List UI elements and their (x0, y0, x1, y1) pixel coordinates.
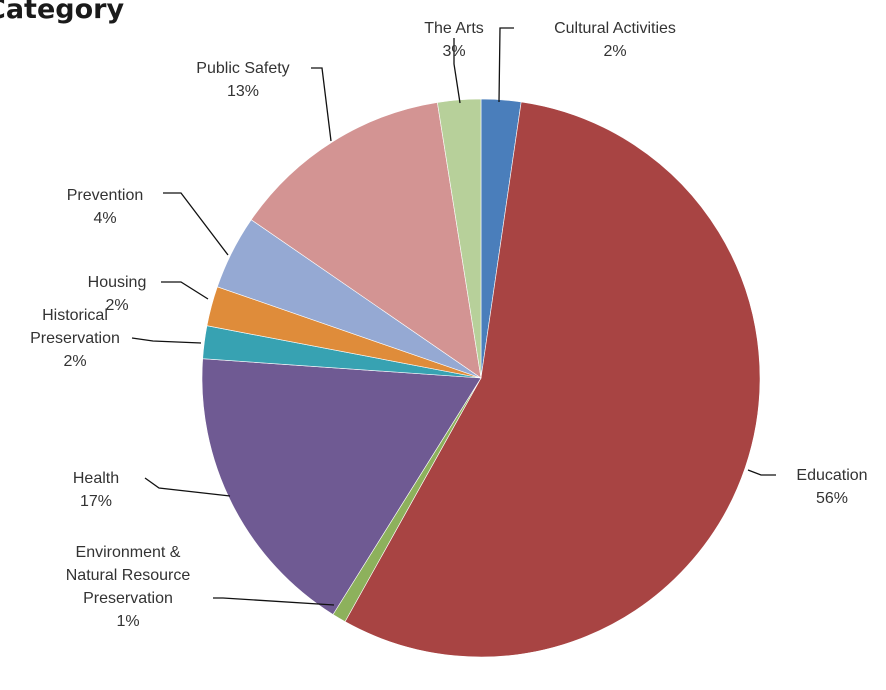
slice-category-label: The Arts (424, 20, 484, 37)
leader-lines (131, 27, 776, 606)
leader-line (747, 469, 776, 476)
slice-category-label: Preservation (83, 590, 173, 607)
slice-percent-label: 13% (227, 83, 259, 100)
slice-percent-label: 1% (116, 613, 139, 630)
slice-percent-label: 2% (63, 353, 86, 370)
leader-line (213, 597, 335, 606)
slice-percent-label: 2% (105, 297, 128, 314)
slice-category-label: Prevention (67, 187, 144, 204)
slice-percent-label: 17% (80, 493, 112, 510)
pie-slice-education (344, 101, 761, 658)
slice-category-label: Historical (42, 307, 108, 324)
slice-category-label: Preservation (30, 330, 120, 347)
chart-title: Category (0, 0, 125, 25)
slice-category-label: Public Safety (196, 60, 289, 77)
leader-line (163, 192, 229, 256)
slice-percent-label: 2% (603, 43, 626, 60)
leader-line (453, 38, 461, 104)
leader-line (161, 281, 209, 300)
leader-line (498, 27, 514, 103)
slice-category-label: Health (73, 470, 119, 487)
pie-slice-public-safety (250, 102, 482, 379)
leader-line (131, 337, 202, 344)
pie-slices (201, 98, 761, 658)
leader-line (144, 477, 231, 497)
slice-category-label: Natural Resource (66, 567, 191, 584)
slice-category-label: Housing (88, 274, 147, 291)
slice-percent-label: 4% (93, 210, 116, 227)
slice-category-label: Education (796, 467, 867, 484)
slice-category-label: Environment & (76, 544, 181, 561)
leader-line (311, 67, 332, 142)
slice-percent-label: 3% (442, 43, 465, 60)
pie-slice-health (201, 358, 482, 615)
slice-percent-label: 56% (816, 490, 848, 507)
slice-labels: Cultural Activities 2% Education 56% Environ… (30, 20, 868, 630)
slice-category-label: Cultural Activities (554, 20, 676, 37)
